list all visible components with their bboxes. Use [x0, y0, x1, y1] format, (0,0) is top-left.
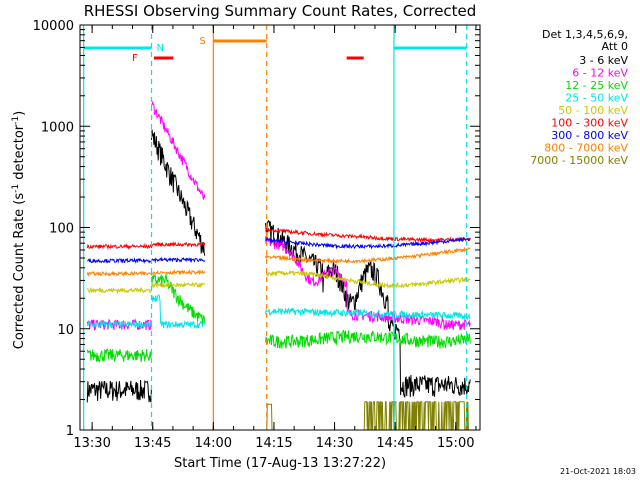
legend-entry-1: 6 - 12 keV: [572, 67, 628, 80]
series-4-segment-0: [87, 286, 152, 295]
series-0-segment-2: [265, 219, 471, 398]
series-6-segment-1: [151, 256, 206, 264]
legend-header-1: Det 1,3,4,5,6,9,: [542, 28, 628, 41]
legend-entry-4: 50 - 100 keV: [558, 104, 628, 117]
x-tick-label-3: 14:15: [255, 436, 292, 451]
x-axis-label: Start Time (17-Aug-13 13:27:22): [174, 456, 386, 471]
y-axis-label-mid: detector: [12, 124, 27, 184]
footer-timestamp: 21-Oct-2021 18:03: [560, 467, 636, 476]
flare-flag-label: F: [132, 53, 138, 64]
series-4: [87, 269, 471, 295]
series-3-segment-2: [265, 307, 471, 321]
y-tick-label-2: 100: [49, 222, 74, 237]
series-5-segment-2: [265, 227, 471, 243]
x-axis: 13:30 13:45 14:00 14:15 14:30 14:45 15:00: [73, 25, 477, 451]
legend-entry-8: 7000 - 15000 keV: [530, 154, 628, 167]
plot-frame: [79, 24, 481, 431]
series-3-segment-0: [86, 320, 152, 330]
x-tick-label-4: 14:30: [316, 436, 353, 451]
series-0-segment-0: [86, 379, 152, 403]
series-6: [87, 236, 471, 265]
legend-entry-7: 800 - 7000 keV: [544, 142, 628, 155]
series-1: [86, 100, 471, 332]
series-2-segment-1: [151, 273, 206, 325]
series-3-segment-1: [151, 294, 206, 329]
series-8-segment-2: [266, 401, 469, 430]
y-tick-label-3: 1000: [41, 120, 74, 135]
series-5-segment-1: [151, 241, 206, 248]
series-6-segment-2: [265, 236, 471, 250]
series-1-segment-2: [265, 235, 471, 331]
series-0-segment-1: [151, 129, 206, 256]
flags-layer: N F S: [83, 25, 468, 430]
legend-entry-0: 3 - 6 keV: [579, 54, 628, 67]
series-2-segment-0: [86, 348, 152, 363]
night-flag-label: N: [157, 43, 164, 54]
series-6-segment-0: [87, 257, 152, 265]
y-axis: 1 10 100 1000 10000: [33, 19, 480, 439]
chart-title: RHESSI Observing Summary Count Rates, Co…: [84, 2, 477, 20]
legend-entry-2: 12 - 25 keV: [565, 79, 628, 92]
y-axis-label-end: ): [12, 111, 27, 116]
y-axis-label: Corrected Count Rate (s-1 detector-1): [11, 111, 27, 349]
y-tick-label-1: 10: [57, 323, 74, 338]
x-tick-label-6: 15:00: [437, 436, 474, 451]
x-tick-label-0: 13:30: [73, 436, 110, 451]
y-axis-label-main: Corrected Count Rate (s: [12, 193, 27, 350]
x-tick-label-1: 13:45: [134, 436, 171, 451]
y-axis-label-sup: -1: [11, 184, 21, 193]
y-axis-label-sup2: -1: [11, 116, 21, 125]
series-7-segment-0: [86, 270, 152, 278]
y-tick-label-0: 1: [66, 424, 74, 439]
series-7-segment-1: [151, 268, 206, 276]
series-4-segment-2: [265, 269, 471, 289]
y-tick-label-4: 10000: [33, 19, 74, 34]
series-2: [86, 273, 471, 363]
series-4-segment-1: [151, 281, 206, 289]
legend-header-2: Att 0: [602, 40, 628, 53]
saa-flag-label: S: [199, 36, 205, 47]
legend-entry-6: 300 - 800 keV: [551, 129, 628, 142]
x-tick-label-5: 14:45: [376, 436, 413, 451]
x-tick-label-2: 14:00: [195, 436, 232, 451]
legend-entry-5: 100 - 300 keV: [551, 117, 628, 130]
series-7: [86, 246, 471, 278]
series-8: [266, 401, 469, 430]
series-5-segment-0: [86, 242, 152, 251]
series-layer: [86, 100, 471, 430]
series-5: [86, 227, 471, 251]
series-3: [86, 294, 471, 330]
series-2-segment-2: [265, 330, 471, 349]
series-1-segment-1: [151, 100, 206, 200]
series-7-segment-2: [265, 246, 471, 265]
legend-entry-3: 25 - 50 keV: [565, 92, 628, 105]
